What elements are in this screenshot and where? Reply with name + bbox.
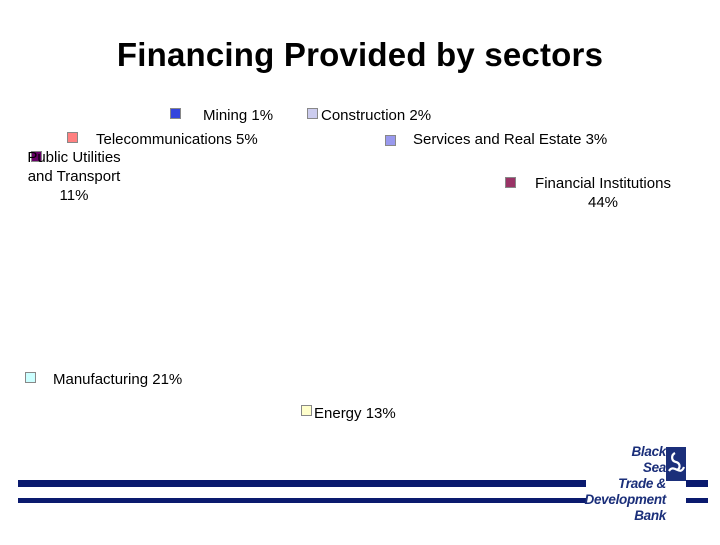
swatch-manufacturing bbox=[25, 372, 36, 383]
chart-title: Financing Provided by sectors bbox=[116, 36, 604, 73]
label-services-real-estate: Services and Real Estate 3% bbox=[413, 131, 608, 148]
bank-logo: Black Sea Trade & Development Bank bbox=[584, 444, 686, 524]
label-financial-institutions: Financial Institutions 44% bbox=[535, 175, 671, 211]
swatch-public-utilities bbox=[31, 151, 42, 162]
swatch-telecommunications bbox=[67, 132, 78, 143]
label-telecommunications: Telecommunications 5% bbox=[96, 131, 258, 148]
logo-text: Black Sea Trade & Development Bank bbox=[584, 444, 667, 523]
footer-stripe-bottom bbox=[18, 498, 708, 503]
swatch-energy bbox=[301, 405, 312, 416]
label-manufacturing: Manufacturing 21% bbox=[53, 371, 183, 388]
footer-stripe-top bbox=[18, 480, 708, 487]
swatch-financial-institutions bbox=[505, 177, 516, 188]
label-mining: Mining 1% bbox=[203, 107, 274, 124]
wave-emblem-icon bbox=[666, 447, 686, 481]
label-construction: Construction 2% bbox=[321, 107, 432, 124]
swatch-construction bbox=[307, 108, 318, 119]
label-public-utilities: Public Utilities and Transport 11% bbox=[27, 149, 121, 204]
swatch-services-real-estate bbox=[385, 135, 396, 146]
swatch-mining bbox=[170, 108, 181, 119]
label-energy: Energy 13% bbox=[314, 405, 396, 422]
